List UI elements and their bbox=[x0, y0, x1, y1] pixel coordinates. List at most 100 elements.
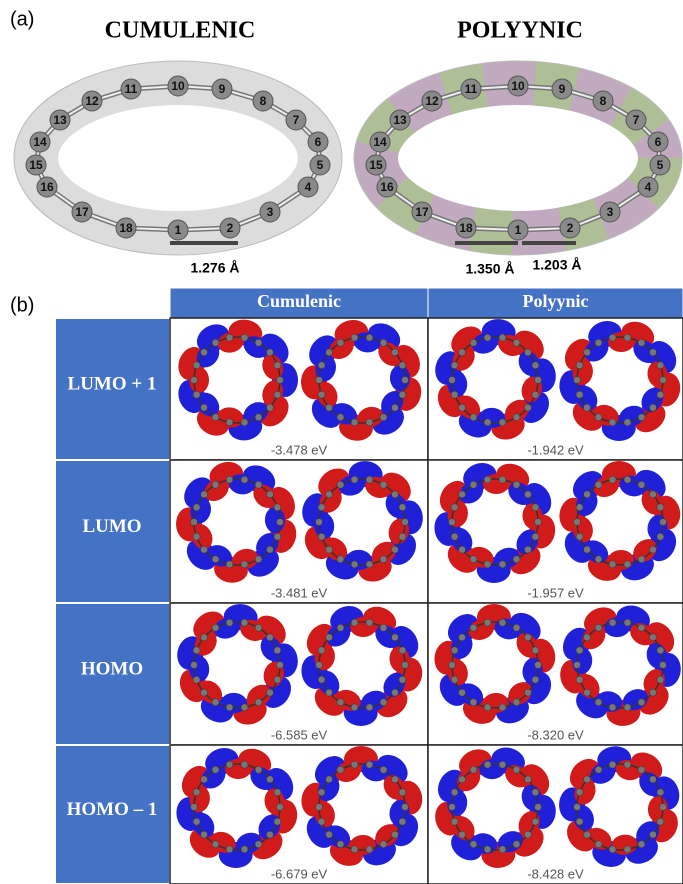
ring-atom bbox=[499, 419, 506, 426]
ring-atom bbox=[318, 391, 325, 398]
atom-number: 13 bbox=[393, 113, 407, 127]
ring-atom bbox=[212, 556, 219, 563]
ring-atom bbox=[535, 804, 542, 811]
panel-label: (b) bbox=[10, 294, 34, 316]
column-header: Cumulenic bbox=[257, 291, 341, 311]
row-header: HOMO bbox=[81, 658, 143, 679]
atom-number: 18 bbox=[119, 221, 133, 235]
atom-number: 5 bbox=[657, 158, 664, 172]
structure-title: POLYYNIC bbox=[457, 18, 583, 44]
ring-atom bbox=[524, 404, 531, 411]
ring-atom bbox=[574, 804, 581, 811]
ring-atom bbox=[595, 481, 602, 488]
ring-atom bbox=[638, 699, 645, 706]
ring-atom bbox=[241, 419, 248, 426]
ring-atom bbox=[459, 634, 466, 641]
ring-atom bbox=[576, 818, 583, 825]
ring-atom bbox=[226, 761, 233, 768]
orbital-energy: -1.942 eV bbox=[527, 442, 584, 457]
ring-atom bbox=[584, 831, 591, 838]
ring-atom bbox=[366, 619, 373, 626]
ring-atom bbox=[191, 804, 198, 811]
ring-atom bbox=[391, 404, 398, 411]
ring-atom bbox=[499, 561, 506, 568]
ring-atom bbox=[609, 704, 616, 711]
ring-atom bbox=[657, 647, 664, 654]
ring-atom bbox=[326, 491, 333, 498]
ring-atom bbox=[366, 561, 373, 568]
ring-atom bbox=[459, 491, 466, 498]
ring-atom bbox=[337, 841, 344, 848]
ring-atom bbox=[326, 546, 333, 553]
ring-atom bbox=[318, 789, 325, 796]
row-header: LUMO + 1 bbox=[68, 373, 157, 394]
atom-number: 7 bbox=[633, 113, 640, 127]
atom-number: 5 bbox=[317, 158, 324, 172]
ring-atom bbox=[638, 339, 645, 346]
orbital-energy: -8.428 eV bbox=[527, 866, 584, 881]
ring-atom bbox=[657, 362, 664, 369]
ring-atom bbox=[266, 349, 273, 356]
ring-atom bbox=[241, 619, 248, 626]
ring-atom bbox=[470, 339, 477, 346]
ring-atom bbox=[451, 533, 458, 540]
ring-atom bbox=[391, 634, 398, 641]
ring-atom bbox=[459, 404, 466, 411]
atom-number: 6 bbox=[315, 135, 322, 149]
ring-atom bbox=[499, 704, 506, 711]
atom-number: 18 bbox=[459, 221, 473, 235]
ring-atom bbox=[201, 546, 208, 553]
ring-atom bbox=[241, 846, 248, 853]
column-header: Polyynic bbox=[523, 291, 589, 311]
ring-atom bbox=[337, 414, 344, 421]
ring-atom bbox=[524, 634, 531, 641]
ring-atom bbox=[391, 776, 398, 783]
ring-atom bbox=[484, 476, 491, 483]
ring-atom bbox=[470, 841, 477, 848]
ring-atom bbox=[484, 704, 491, 711]
ring-atom bbox=[513, 556, 520, 563]
ring-atom bbox=[402, 377, 409, 384]
atom-number: 12 bbox=[425, 94, 439, 108]
ring-atom bbox=[316, 377, 323, 384]
ring-atom bbox=[351, 476, 358, 483]
ring-atom bbox=[499, 846, 506, 853]
ring-atom bbox=[326, 404, 333, 411]
ring-atom bbox=[274, 647, 281, 654]
ring-atom bbox=[391, 546, 398, 553]
ring-atom bbox=[318, 676, 325, 683]
ring-atom bbox=[391, 491, 398, 498]
atom-number: 16 bbox=[40, 180, 54, 194]
ring-atom bbox=[459, 831, 466, 838]
ring-atom bbox=[449, 519, 456, 526]
ring-atom bbox=[451, 362, 458, 369]
ring-atom bbox=[595, 624, 602, 631]
ring-atom bbox=[255, 481, 262, 488]
orbital-energy: -1.957 eV bbox=[527, 585, 584, 600]
ring-atom bbox=[366, 846, 373, 853]
ring-atom bbox=[576, 647, 583, 654]
ring-atom bbox=[451, 818, 458, 825]
ring-atom bbox=[595, 414, 602, 421]
atom-number: 14 bbox=[373, 135, 387, 149]
ring-atom bbox=[399, 362, 406, 369]
ring-atom bbox=[638, 556, 645, 563]
ring-atom bbox=[266, 831, 273, 838]
atom-number: 8 bbox=[600, 94, 607, 108]
ring-atom bbox=[201, 776, 208, 783]
orbital-energy: -3.481 eV bbox=[271, 585, 328, 600]
ring-atom bbox=[624, 476, 631, 483]
atom-number: 10 bbox=[171, 79, 185, 93]
ring-atom bbox=[212, 841, 219, 848]
ring-atom bbox=[595, 841, 602, 848]
ring-atom bbox=[318, 362, 325, 369]
ring-atom bbox=[399, 676, 406, 683]
orbital-energy: -6.585 eV bbox=[271, 727, 328, 742]
ring-atom bbox=[595, 556, 602, 563]
ring-atom bbox=[366, 419, 373, 426]
atom-number: 4 bbox=[305, 180, 312, 194]
orbital-energy: -6.679 eV bbox=[271, 866, 328, 881]
ring-atom bbox=[351, 761, 358, 768]
ring-atom bbox=[470, 624, 477, 631]
ring-atom bbox=[459, 546, 466, 553]
